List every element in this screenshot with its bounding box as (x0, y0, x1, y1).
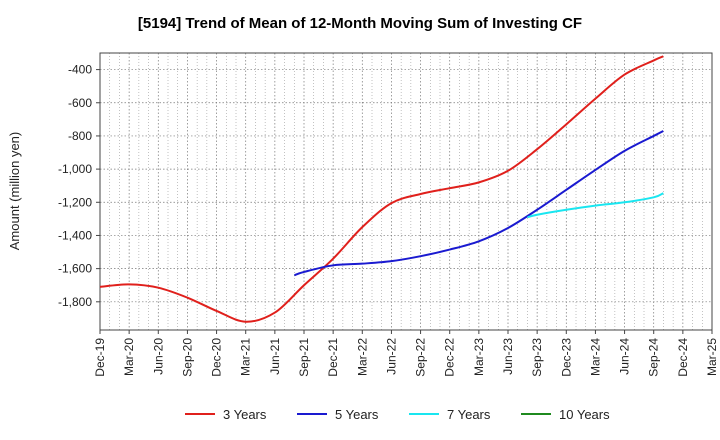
x-tick-label: Dec-24 (676, 338, 690, 377)
x-tick-label: Jun-24 (618, 338, 632, 375)
x-tick-label: Sep-20 (180, 338, 194, 377)
legend-label: 5 Years (335, 407, 379, 422)
x-tick-label: Mar-20 (122, 338, 136, 376)
x-tick-label: Dec-19 (93, 338, 107, 377)
y-axis: -400 -600 -800 -1,000 -1,200 -1,400 -1,600 -1,8… (58, 63, 100, 309)
y-tick-label: -600 (68, 96, 92, 110)
x-tick-label: Jun-20 (151, 338, 165, 375)
legend: 3 Years 5 Years 7 Years 10 Years (185, 407, 610, 422)
x-tick-label: Dec-20 (210, 338, 224, 377)
x-tick-label: Mar-25 (705, 338, 719, 376)
x-tick-label: Sep-22 (414, 338, 428, 377)
x-axis: Dec-19 Mar-20 Jun-20 Sep-20 Dec-20 Mar-21 Jun-… (93, 330, 719, 377)
plot-area (99, 52, 713, 331)
x-tick-label: Mar-21 (239, 338, 253, 376)
y-tick-label: -800 (68, 129, 92, 143)
x-tick-label: Mar-23 (472, 338, 486, 376)
x-tick-label: Jun-23 (501, 338, 515, 375)
x-tick-label: Mar-22 (355, 338, 369, 376)
series-line-5-years (294, 130, 664, 277)
legend-label: 10 Years (559, 407, 610, 422)
y-tick-label: -400 (68, 63, 92, 77)
legend-label: 3 Years (223, 407, 267, 422)
legend-label: 7 Years (447, 407, 491, 422)
x-tick-label: Jun-21 (268, 338, 282, 375)
x-tick-label: Sep-21 (297, 338, 311, 377)
x-tick-label: Sep-24 (647, 338, 661, 377)
x-tick-label: Dec-21 (326, 338, 340, 377)
y-tick-label: -1,600 (58, 262, 92, 276)
y-axis-label: Amount (million yen) (7, 132, 22, 251)
x-tick-label: Sep-23 (530, 338, 544, 377)
x-tick-label: Dec-22 (443, 338, 457, 377)
series-line-3-years (99, 55, 664, 323)
series-line-7-years (527, 192, 664, 219)
x-tick-label: Dec-23 (559, 338, 573, 377)
x-tick-label: Jun-22 (384, 338, 398, 375)
grid (99, 53, 713, 330)
y-tick-label: -1,000 (58, 162, 92, 176)
x-tick-label: Mar-24 (588, 338, 602, 376)
y-tick-label: -1,800 (58, 295, 92, 309)
y-tick-label: -1,400 (58, 228, 92, 242)
chart-title: [5194] Trend of Mean of 12-Month Moving … (138, 15, 582, 32)
series-lines (99, 55, 664, 323)
y-tick-label: -1,200 (58, 195, 92, 209)
